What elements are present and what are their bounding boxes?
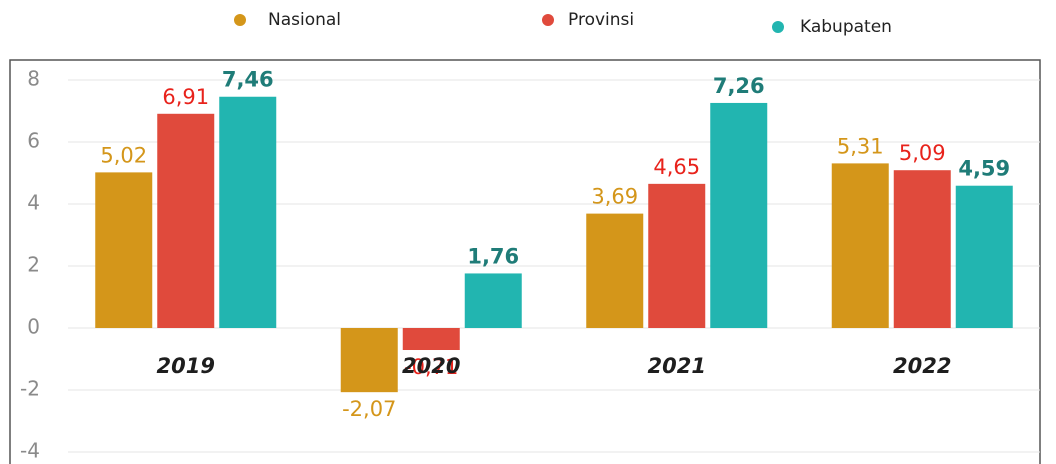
bar (710, 102, 768, 328)
y-tick-label: 6 (27, 129, 40, 153)
legend-label: Kabupaten (800, 17, 892, 37)
y-tick-label: 0 (27, 315, 40, 339)
value-label: 4,59 (958, 157, 1010, 181)
bar (893, 170, 951, 328)
x-tick-label: 2019 (157, 354, 215, 378)
legend-marker (772, 21, 784, 33)
bar (219, 96, 277, 329)
x-tick-label: 2021 (648, 354, 706, 378)
value-label: 7,26 (713, 74, 765, 98)
y-tick-label: -4 (20, 439, 40, 463)
value-label: 5,09 (899, 141, 946, 165)
value-label: 7,46 (222, 68, 274, 92)
value-label: 5,02 (100, 143, 147, 167)
value-label: 3,69 (591, 185, 638, 209)
bar (157, 113, 215, 328)
plot-frame (9, 59, 1041, 464)
bar (464, 273, 522, 328)
bar (95, 172, 153, 328)
y-tick-label: 2 (27, 253, 40, 277)
legend-label: Nasional (268, 10, 341, 30)
value-label: -0,71 (404, 355, 458, 379)
value-label: 1,76 (467, 244, 519, 268)
y-tick-label: 8 (27, 67, 40, 91)
bar (648, 183, 706, 328)
legend-label: Provinsi (568, 10, 634, 30)
value-label: 6,91 (162, 85, 209, 109)
legend-marker (234, 14, 246, 26)
bar (340, 328, 398, 393)
x-tick-label: 2020 (402, 354, 460, 378)
value-label: 4,65 (653, 155, 700, 179)
bar (831, 163, 889, 328)
legend-marker (542, 14, 554, 26)
value-label: -2,07 (342, 397, 396, 421)
bar (955, 185, 1013, 328)
bar (402, 328, 460, 351)
x-tick-label: 2022 (893, 354, 951, 378)
y-tick-label: 4 (27, 191, 40, 215)
value-label: 5,31 (837, 134, 884, 158)
y-tick-label: -2 (20, 377, 40, 401)
bar (586, 213, 644, 328)
